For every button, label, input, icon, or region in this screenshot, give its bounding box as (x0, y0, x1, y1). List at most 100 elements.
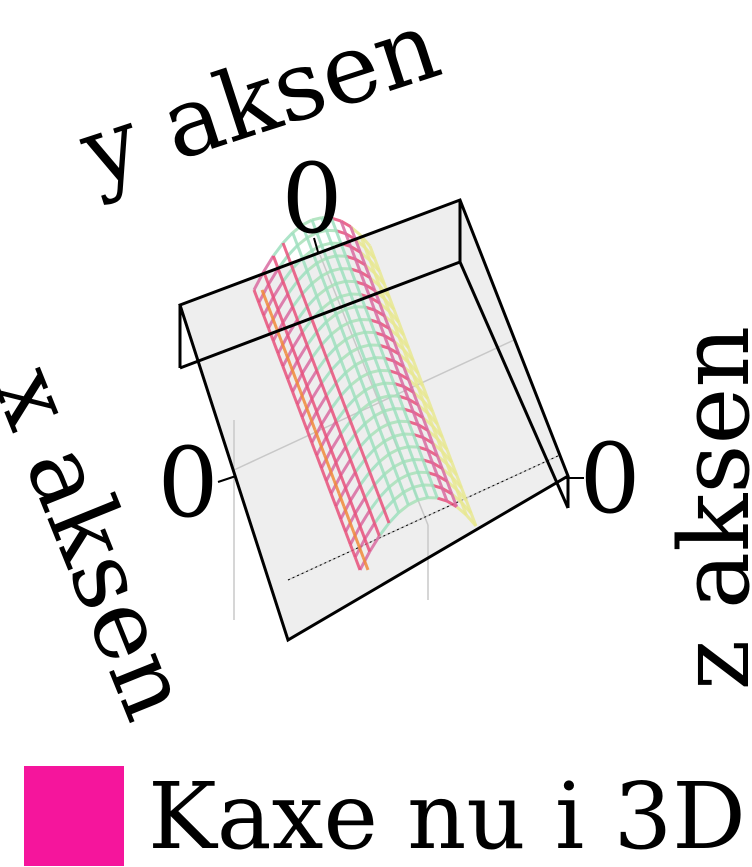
surface-wire-56 (301, 282, 314, 295)
surface-wire-360 (426, 449, 434, 464)
surface-wire-544 (271, 340, 280, 355)
surface-wire-442 (358, 377, 367, 391)
surface-wire-58 (281, 306, 294, 324)
surface-wire-557 (334, 505, 343, 520)
surface-wire-164 (344, 397, 357, 410)
surface-wire-82 (291, 331, 304, 349)
surface-wire-375 (382, 357, 391, 372)
surface-wire-374 (378, 344, 386, 359)
surface-wire-527 (305, 385, 314, 400)
surface-wire-89 (345, 305, 356, 311)
surface-wire-435 (325, 288, 333, 302)
surface-wire-294 (455, 474, 463, 489)
surface-wire-317 (450, 476, 459, 491)
surface-wire-431 (305, 237, 314, 251)
surface-wire-569 (294, 378, 302, 393)
surface-wire-290 (436, 423, 444, 438)
surface-wire-378 (397, 395, 406, 410)
surface-wire-42 (316, 256, 328, 265)
surface-wire-336 (426, 429, 434, 444)
surface-wire-432 (310, 249, 319, 264)
surface-wire-571 (303, 403, 312, 418)
surface-wire-330 (397, 353, 406, 368)
surface-wire-278 (378, 270, 386, 285)
surface-wire-269 (417, 496, 429, 502)
surface-wire-338 (435, 455, 444, 470)
surface-wire-327 (382, 315, 391, 330)
surface-wire-238 (353, 496, 367, 515)
surface-wire-44 (296, 269, 309, 283)
surface-wire-292 (445, 449, 454, 463)
surface-wire-564 (270, 314, 278, 329)
surface-wire-369 (354, 281, 362, 295)
surface-wire-5 (311, 216, 323, 222)
surface-wire-357 (411, 411, 420, 426)
surface-wire-126 (349, 345, 361, 354)
surface-wire-381 (411, 433, 420, 448)
surface-wire-31 (301, 249, 313, 260)
surface-wire-415 (344, 308, 352, 323)
surface-wire-333 (411, 391, 420, 406)
surface-wire-411 (325, 257, 333, 272)
surface-wire-506 (320, 382, 328, 397)
surface-wire-234 (393, 460, 405, 469)
surface-wire-18 (306, 231, 318, 240)
surface-wire-402 (397, 420, 405, 435)
surface-wire-392 (349, 293, 357, 308)
surface-wire-458 (320, 308, 328, 323)
surface-wire-236 (373, 473, 386, 486)
surface-wire-199 (368, 427, 381, 438)
surface-wire-551 (305, 429, 314, 444)
surface-wire-401 (392, 408, 401, 422)
surface-wire-409 (315, 232, 324, 246)
surface-wire-525 (296, 360, 304, 374)
surface-wire-344 (349, 245, 357, 260)
surface-wire-328 (387, 327, 396, 342)
surface-wire-198 (378, 422, 390, 430)
surface-wire-237 (363, 483, 376, 499)
surface-wire-555 (324, 480, 333, 495)
surface-wire-128 (330, 358, 342, 372)
surface-wire-20 (286, 244, 299, 257)
surface-wire-141 (325, 382, 338, 397)
surface-wire-574 (318, 442, 327, 456)
surface-wire-457 (315, 295, 323, 310)
surface-wire-363 (440, 487, 449, 502)
surface-wire-422 (378, 397, 386, 412)
surface-wire-105 (310, 343, 323, 359)
surface-wire-137 (364, 356, 376, 362)
surface-wire-245 (408, 470, 419, 477)
surface-wire-452 (291, 232, 299, 246)
surface-wire-70 (286, 318, 299, 337)
surface-wire-532 (329, 449, 338, 464)
surface-wire-395 (363, 331, 372, 346)
surface-wire-512 (349, 459, 357, 473)
surface-wire-371 (363, 306, 372, 321)
surface-wire-358 (416, 424, 425, 438)
surface-wire-359 (421, 436, 430, 451)
surface-wire-533 (334, 462, 343, 476)
surface-wire-139 (344, 363, 357, 374)
surface-wire-483 (324, 356, 333, 371)
surface-wire-549 (295, 403, 304, 418)
surface-wire-329 (392, 340, 401, 355)
surface-wire-140 (334, 371, 347, 385)
surface-wire-301 (373, 272, 381, 287)
surface-wire-367 (344, 255, 353, 270)
surface-wire-69 (296, 305, 309, 321)
surface-wire-163 (354, 389, 366, 400)
surface-wire-152 (339, 384, 352, 397)
surface-wire-19 (296, 236, 309, 247)
surface-wire-553 (315, 454, 323, 469)
surface-wire-423 (382, 410, 391, 425)
surface-wire-421 (373, 384, 381, 399)
surface-wire-390 (339, 268, 348, 282)
surface-wire-455 (305, 270, 314, 285)
surface-wire-57 (291, 292, 304, 308)
surface-wire-337 (431, 442, 439, 457)
surface-wire-188 (354, 422, 367, 435)
surface-wire-55 (311, 274, 323, 285)
surface-wire-130 (310, 382, 323, 400)
surface-wire-485 (334, 382, 343, 397)
